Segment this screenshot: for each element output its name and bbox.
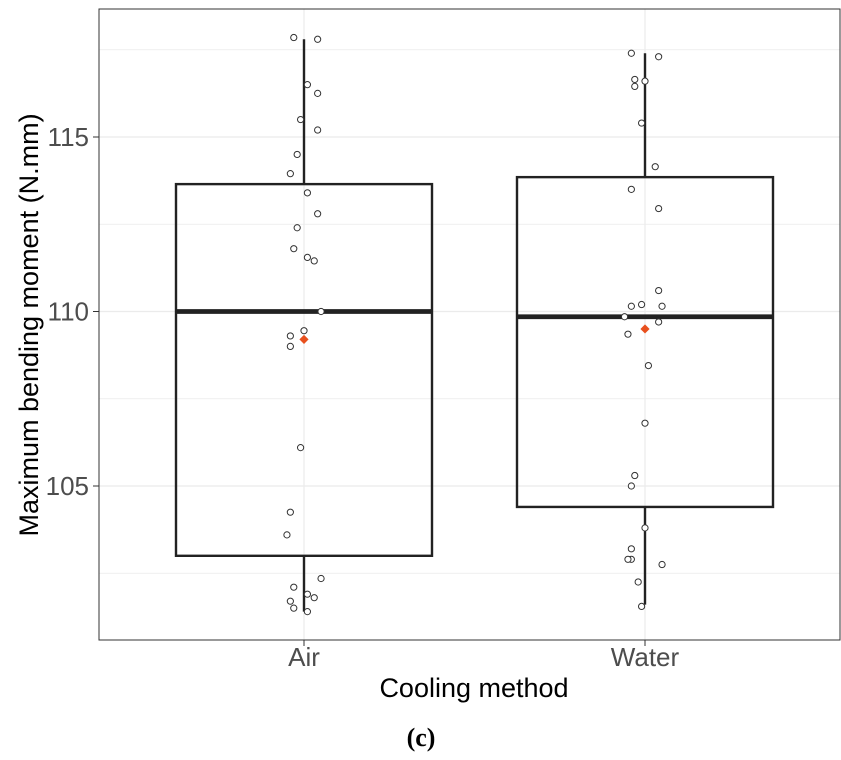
- data-point: [655, 318, 663, 326]
- data-point: [627, 302, 635, 310]
- data-point: [286, 508, 294, 516]
- data-point: [631, 75, 639, 84]
- x-axis-title: Cooling method: [379, 673, 568, 703]
- mean-marker-water: [640, 324, 650, 334]
- data-point: [310, 257, 318, 265]
- data-point: [293, 224, 301, 232]
- data-point: [286, 597, 294, 605]
- x-tick-label: Air: [288, 642, 320, 672]
- data-point: [290, 604, 298, 612]
- data-point: [644, 361, 653, 370]
- data-point: [303, 189, 312, 197]
- boxes: [174, 39, 775, 612]
- data-point: [303, 590, 312, 598]
- data-point: [317, 307, 325, 316]
- mean-marker-air: [299, 334, 309, 345]
- data-point: [631, 471, 639, 480]
- data-point: [631, 82, 639, 90]
- data-point: [290, 583, 298, 591]
- data-point: [627, 49, 635, 57]
- means: [299, 324, 650, 345]
- box-water: [515, 175, 775, 509]
- data-point: [637, 119, 646, 127]
- y-tick-label: 115: [48, 122, 89, 152]
- x-tick-label: Water: [611, 642, 680, 672]
- data-point: [300, 327, 308, 335]
- data-point: [624, 330, 632, 338]
- data-point: [293, 150, 301, 159]
- figure-caption: (c): [407, 723, 436, 752]
- x-axis-ticks: Air Water: [288, 640, 680, 672]
- data-point: [627, 482, 635, 490]
- data-point: [641, 77, 649, 85]
- data-point: [655, 53, 663, 61]
- data-point: [637, 300, 646, 309]
- y-axis-title: Maximum bending moment (N.mm): [14, 113, 44, 536]
- data-point: [651, 163, 659, 171]
- data-point: [303, 253, 312, 262]
- points: [283, 33, 666, 616]
- data-point: [286, 342, 294, 350]
- data-point: [314, 35, 322, 43]
- data-point: [634, 578, 642, 586]
- data-point: [290, 245, 298, 253]
- data-point: [655, 204, 663, 213]
- box-air: [174, 182, 434, 558]
- data-point: [283, 531, 291, 539]
- data-point: [658, 302, 666, 310]
- plot-panel-border: [98, 8, 841, 641]
- y-tick-label: 105: [46, 471, 89, 501]
- data-point: [296, 444, 305, 452]
- data-point: [296, 115, 305, 124]
- data-point: [310, 594, 318, 602]
- grid-major: [99, 9, 840, 640]
- data-point: [624, 555, 632, 563]
- y-tick-label: 110: [48, 297, 89, 327]
- data-point: [303, 608, 312, 616]
- grid-minor: [99, 49, 840, 574]
- data-point: [641, 419, 649, 427]
- data-point: [658, 560, 666, 569]
- data-point: [620, 313, 629, 321]
- data-point: [286, 332, 294, 340]
- data-point: [627, 185, 635, 193]
- data-point: [627, 545, 635, 553]
- y-axis-ticks: 105 110 115: [46, 122, 99, 501]
- data-point: [314, 210, 322, 218]
- data-point: [317, 574, 325, 583]
- data-point: [290, 33, 298, 42]
- data-point: [655, 286, 663, 295]
- data-point: [303, 81, 312, 89]
- data-point: [314, 126, 322, 134]
- data-point: [286, 170, 294, 178]
- data-point: [637, 602, 646, 611]
- data-point: [641, 524, 649, 532]
- data-point: [314, 89, 322, 97]
